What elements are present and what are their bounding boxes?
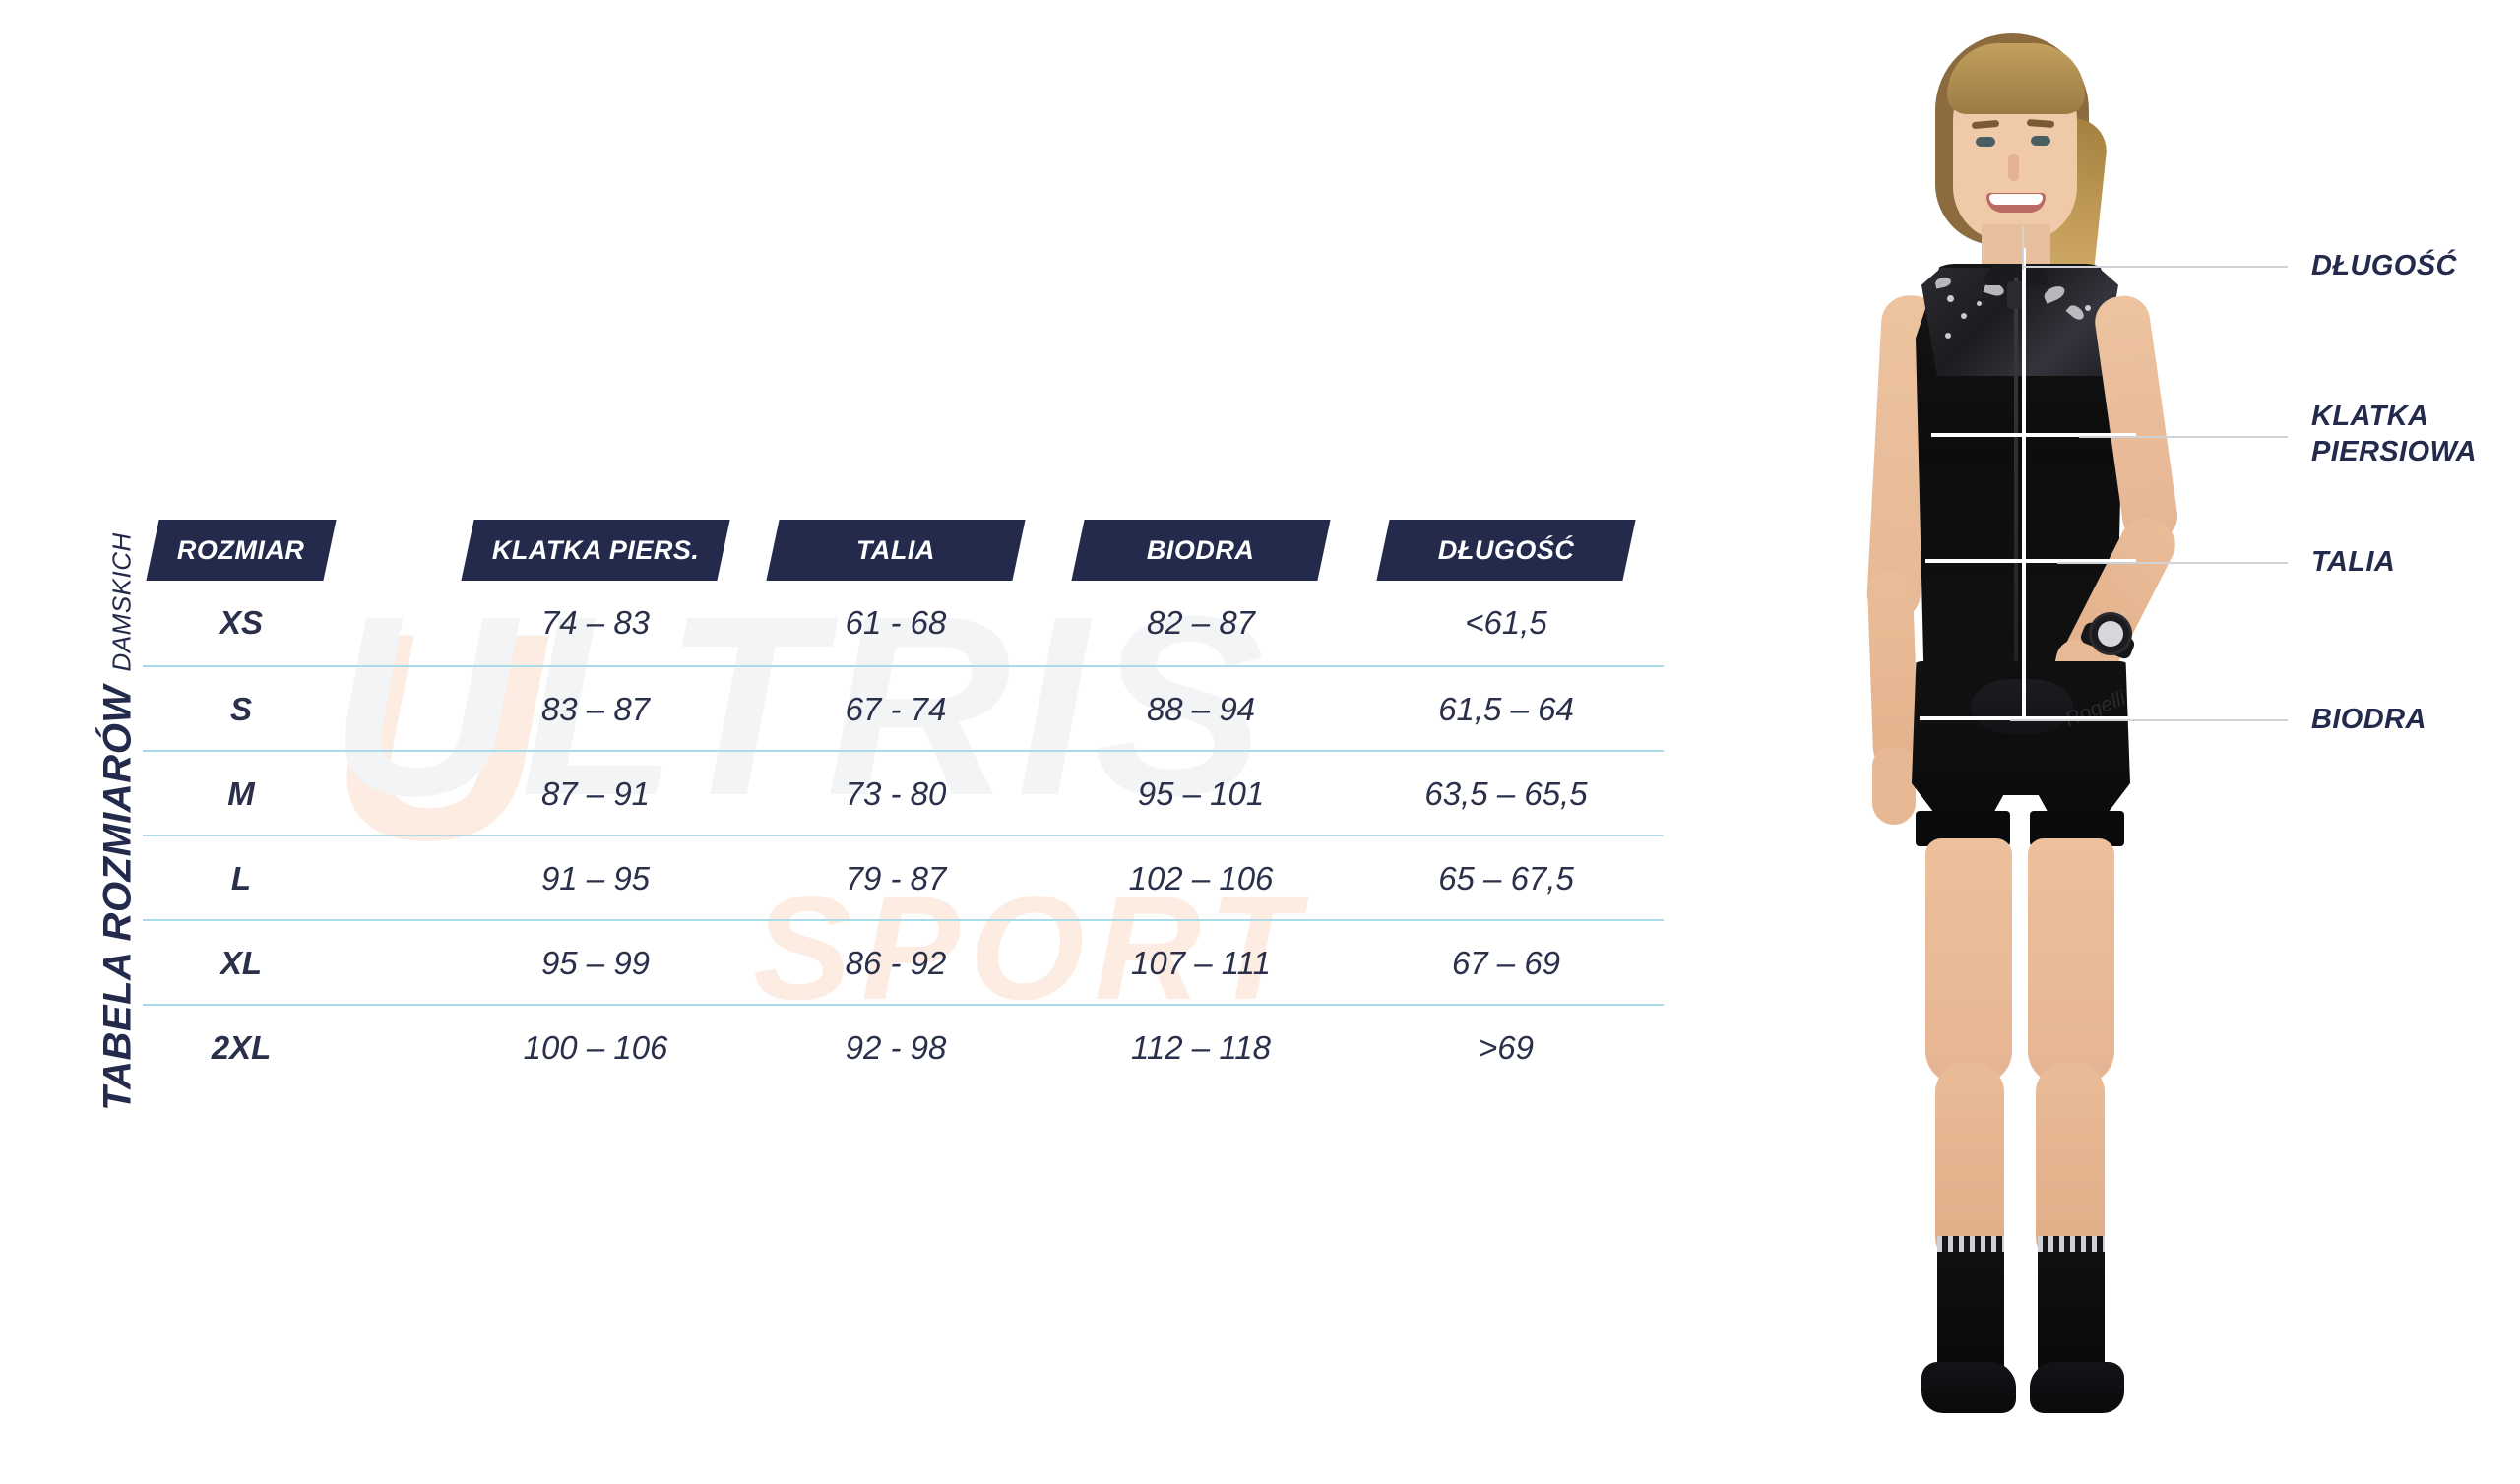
cell-chest: 100 – 106 (523, 1029, 668, 1066)
cell-length: <61,5 (1465, 604, 1547, 641)
cell-waist: 67 - 74 (845, 691, 947, 727)
table-row: S 83 – 87 67 - 74 88 – 94 61,5 – 64 (143, 665, 1664, 750)
cell-size: XS (219, 604, 264, 641)
column-header-klatka-piers: KLATKA PIERS. (461, 520, 730, 581)
hand-left (1872, 748, 1916, 825)
leader-line-dlugosc (2022, 266, 2288, 268)
eye-right (2031, 136, 2050, 146)
eye-left (1976, 137, 1995, 147)
teeth (1989, 194, 2043, 205)
table-row: M 87 – 91 73 - 80 95 – 101 63,5 – 65,5 (143, 750, 1664, 835)
cell-size: S (229, 691, 252, 727)
cell-chest: 74 – 83 (540, 604, 651, 641)
cell-chest: 83 – 87 (540, 691, 651, 727)
wristwatch-dial (2098, 621, 2123, 647)
model-photo: Rogelli (1742, 0, 2294, 1484)
leader-line-biodra (2010, 719, 2288, 721)
nose (2008, 154, 2019, 181)
column-header-dlugosc-label: DŁUGOŚĆ (1437, 534, 1575, 565)
cell-waist: 61 - 68 (845, 604, 947, 641)
column-header-rozmiar-label: ROZMIAR (177, 534, 305, 565)
table-row: 2XL 100 – 106 92 - 98 112 – 118 >69 (143, 1004, 1664, 1088)
cell-hips: 82 – 87 (1146, 604, 1256, 641)
column-header-rozmiar: ROZMIAR (146, 520, 337, 581)
cell-length: 67 – 69 (1451, 945, 1561, 981)
cell-length: 63,5 – 65,5 (1424, 775, 1588, 812)
callout-label-talia: TALIA (2311, 546, 2396, 578)
cell-hips: 107 – 111 (1131, 945, 1271, 981)
table-body: XS 74 – 83 61 - 68 82 – 87 <61,5 S 83 – … (143, 581, 1664, 1088)
thigh-right (2028, 838, 2114, 1084)
jersey-zipper (2014, 278, 2018, 671)
shoe-right (2030, 1362, 2124, 1413)
jersey-pattern-dot (1945, 333, 1951, 339)
model-figure: Rogelli (1742, 0, 2294, 1484)
measure-line-hips (1920, 716, 2140, 720)
column-header-talia: TALIA (766, 520, 1026, 581)
cell-hips: 88 – 94 (1146, 691, 1256, 727)
cell-size: 2XL (211, 1029, 272, 1066)
cell-waist: 73 - 80 (845, 775, 947, 812)
measure-line-waist (1925, 559, 2136, 563)
jersey-pattern-dot (2085, 305, 2091, 311)
table-row: L 91 – 95 79 - 87 102 – 106 65 – 67,5 (143, 835, 1664, 919)
cell-chest: 91 – 95 (540, 860, 651, 897)
cell-size: M (227, 775, 255, 812)
cell-hips: 112 – 118 (1131, 1029, 1271, 1066)
measure-line-length (2022, 248, 2026, 718)
jersey-pattern-dot (1961, 313, 1967, 319)
forearm-left (1866, 570, 1920, 769)
cell-chest: 87 – 91 (540, 775, 651, 812)
cell-length: >69 (1479, 1029, 1534, 1066)
sock-right (2038, 1236, 2105, 1382)
page-title-main: TABELA ROZMIARÓW (95, 685, 140, 1111)
jersey-pattern-dot (1947, 295, 1954, 302)
measure-line-chest (1931, 433, 2136, 437)
column-header-talia-label: TALIA (856, 534, 935, 565)
callout-label-biodra: BIODRA (2311, 704, 2426, 735)
table-row: XS 74 – 83 61 - 68 82 – 87 <61,5 (143, 581, 1664, 665)
cell-length: 61,5 – 64 (1438, 691, 1574, 727)
callout-label-dlugosc: DŁUGOŚĆ (2311, 250, 2457, 281)
jersey-zipper-pull (2007, 281, 2025, 309)
cell-waist: 79 - 87 (845, 860, 947, 897)
sock-cuff-left (1937, 1236, 2004, 1252)
cell-hips: 102 – 106 (1128, 860, 1274, 897)
table-header-row: ROZMIAR KLATKA PIERS. TALIA BIODRA DŁUGO… (143, 520, 1664, 581)
column-header-klatka-piers-label: KLATKA PIERS. (491, 534, 700, 565)
hair-top (1947, 43, 2085, 114)
cell-chest: 95 – 99 (540, 945, 651, 981)
column-header-biodra-label: BIODRA (1147, 534, 1255, 565)
jersey-pattern-dot (1977, 301, 1982, 306)
sock-cuff-right (2038, 1236, 2105, 1252)
sock-left (1937, 1236, 2004, 1382)
cell-waist: 86 - 92 (845, 945, 947, 981)
cell-hips: 95 – 101 (1137, 775, 1265, 812)
page-title-sub: DAMSKICH (106, 532, 137, 672)
table-row: XL 95 – 99 86 - 92 107 – 111 67 – 69 (143, 919, 1664, 1004)
thigh-left (1925, 838, 2012, 1084)
shoe-left (1922, 1362, 2016, 1413)
cell-size: XL (220, 945, 263, 981)
callout-label-klatka-piersiowa: KLATKA PIERSIOWA (2311, 401, 2477, 468)
cell-length: 65 – 67,5 (1438, 860, 1574, 897)
cell-waist: 92 - 98 (845, 1029, 947, 1066)
column-header-biodra: BIODRA (1071, 520, 1331, 581)
calf-left (1935, 1063, 2004, 1260)
column-header-dlugosc: DŁUGOŚĆ (1376, 520, 1636, 581)
leader-line-klatka-piersiowa (2079, 436, 2288, 438)
cell-size: L (230, 860, 252, 897)
jersey-collar (1984, 264, 2048, 285)
calf-right (2036, 1063, 2105, 1260)
size-table: U ULTRIS SPORT ROZMIAR KLATKA PIERS. TAL… (143, 520, 1664, 1120)
leader-elbow-dlugosc (2022, 226, 2024, 270)
leader-line-talia (2057, 562, 2288, 564)
